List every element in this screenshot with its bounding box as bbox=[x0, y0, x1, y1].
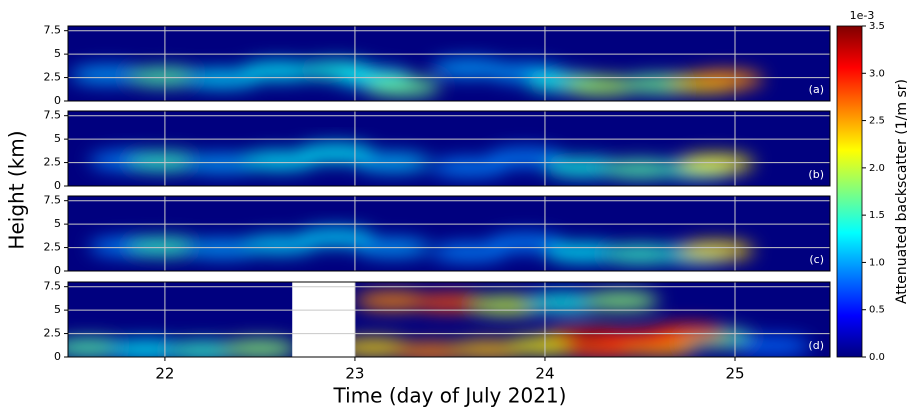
backscatter-cell bbox=[430, 59, 507, 78]
backscatter-cell bbox=[601, 245, 678, 264]
backscatter-cell bbox=[364, 77, 441, 96]
colorbar-tick-label: 2.0 bbox=[869, 163, 885, 174]
colorbar-tick-label: 0.5 bbox=[869, 305, 885, 316]
x-tick-label: 25 bbox=[725, 365, 744, 383]
colorbar-offset: 1e-3 bbox=[850, 9, 875, 22]
backscatter-cell bbox=[582, 291, 659, 310]
backscatter-cell bbox=[354, 291, 431, 310]
y-tick-label: 2.5 bbox=[44, 71, 62, 84]
backscatter-cell bbox=[601, 160, 678, 179]
backscatter-cell bbox=[677, 241, 754, 260]
backscatter-cell bbox=[687, 70, 764, 89]
y-tick-label: 7.5 bbox=[44, 280, 62, 293]
panel bbox=[68, 26, 830, 101]
y-tick-label: 7.5 bbox=[44, 194, 62, 207]
backscatter-cell bbox=[183, 239, 260, 258]
y-tick-label: 5 bbox=[54, 217, 61, 230]
backscatter-cell bbox=[734, 336, 811, 355]
y-tick-label: 0 bbox=[54, 179, 61, 192]
colorbar-tick-label: 3.5 bbox=[869, 21, 885, 32]
colorbar bbox=[836, 25, 863, 358]
panel bbox=[68, 111, 830, 186]
backscatter-cell bbox=[69, 65, 146, 84]
colorbar-tick-label: 1.5 bbox=[869, 210, 885, 221]
y-tick-label: 2.5 bbox=[44, 327, 62, 340]
backscatter-cell bbox=[649, 323, 726, 342]
y-tick-label: 0 bbox=[54, 264, 61, 277]
panel-label: (d) bbox=[808, 339, 824, 352]
y-tick-label: 7.5 bbox=[44, 109, 62, 122]
panel bbox=[68, 196, 830, 271]
y-axis-label: Height (km) bbox=[5, 130, 29, 249]
backscatter-cell bbox=[183, 69, 260, 88]
backscatter-cell bbox=[183, 154, 260, 173]
colorbar-tick-label: 0.0 bbox=[869, 352, 885, 363]
panel-frame bbox=[67, 281, 831, 358]
backscatter-cell bbox=[677, 154, 754, 173]
y-tick-label: 2.5 bbox=[44, 241, 62, 254]
layers bbox=[88, 144, 754, 179]
backscatter-cell bbox=[449, 340, 526, 357]
y-tick-label: 7.5 bbox=[44, 24, 62, 37]
y-tick-label: 5 bbox=[54, 303, 61, 316]
colorbar-tick-label: 1.0 bbox=[869, 257, 885, 268]
y-tick-label: 5 bbox=[54, 132, 61, 145]
backscatter-cell bbox=[240, 235, 317, 254]
colorbar-label: Attenuated backscatter (1/m sr) bbox=[894, 79, 907, 304]
backscatter-cell bbox=[411, 293, 488, 312]
backscatter-cell bbox=[563, 77, 640, 95]
backscatter-cell bbox=[221, 339, 298, 357]
backscatter-cell bbox=[392, 342, 469, 357]
y-tick-label: 0 bbox=[54, 94, 61, 107]
backscatter-cell bbox=[240, 151, 317, 170]
x-tick-label: 23 bbox=[345, 365, 364, 383]
colorbar-tick-label: 3.0 bbox=[869, 68, 885, 79]
x-tick-label: 22 bbox=[155, 365, 174, 383]
panel-frame bbox=[67, 195, 831, 272]
panel-frame bbox=[67, 25, 831, 102]
x-axis-label: Time (day of July 2021) bbox=[333, 384, 567, 408]
y-tick-label: 5 bbox=[54, 47, 61, 60]
colorbar-tick-label: 2.5 bbox=[869, 116, 885, 127]
y-tick-label: 0 bbox=[54, 350, 61, 363]
y-tick-label: 2.5 bbox=[44, 156, 62, 169]
panel-frame bbox=[67, 110, 831, 187]
data-gap bbox=[292, 282, 355, 357]
x-tick-label: 24 bbox=[535, 365, 554, 383]
panel-label: (c) bbox=[809, 253, 824, 266]
backscatter-cell bbox=[544, 325, 621, 344]
backscatter-cell bbox=[164, 341, 241, 357]
panel bbox=[68, 282, 830, 357]
backscatter-cell bbox=[240, 62, 317, 80]
panel-label: (a) bbox=[809, 83, 824, 96]
panel-label: (b) bbox=[808, 168, 824, 181]
